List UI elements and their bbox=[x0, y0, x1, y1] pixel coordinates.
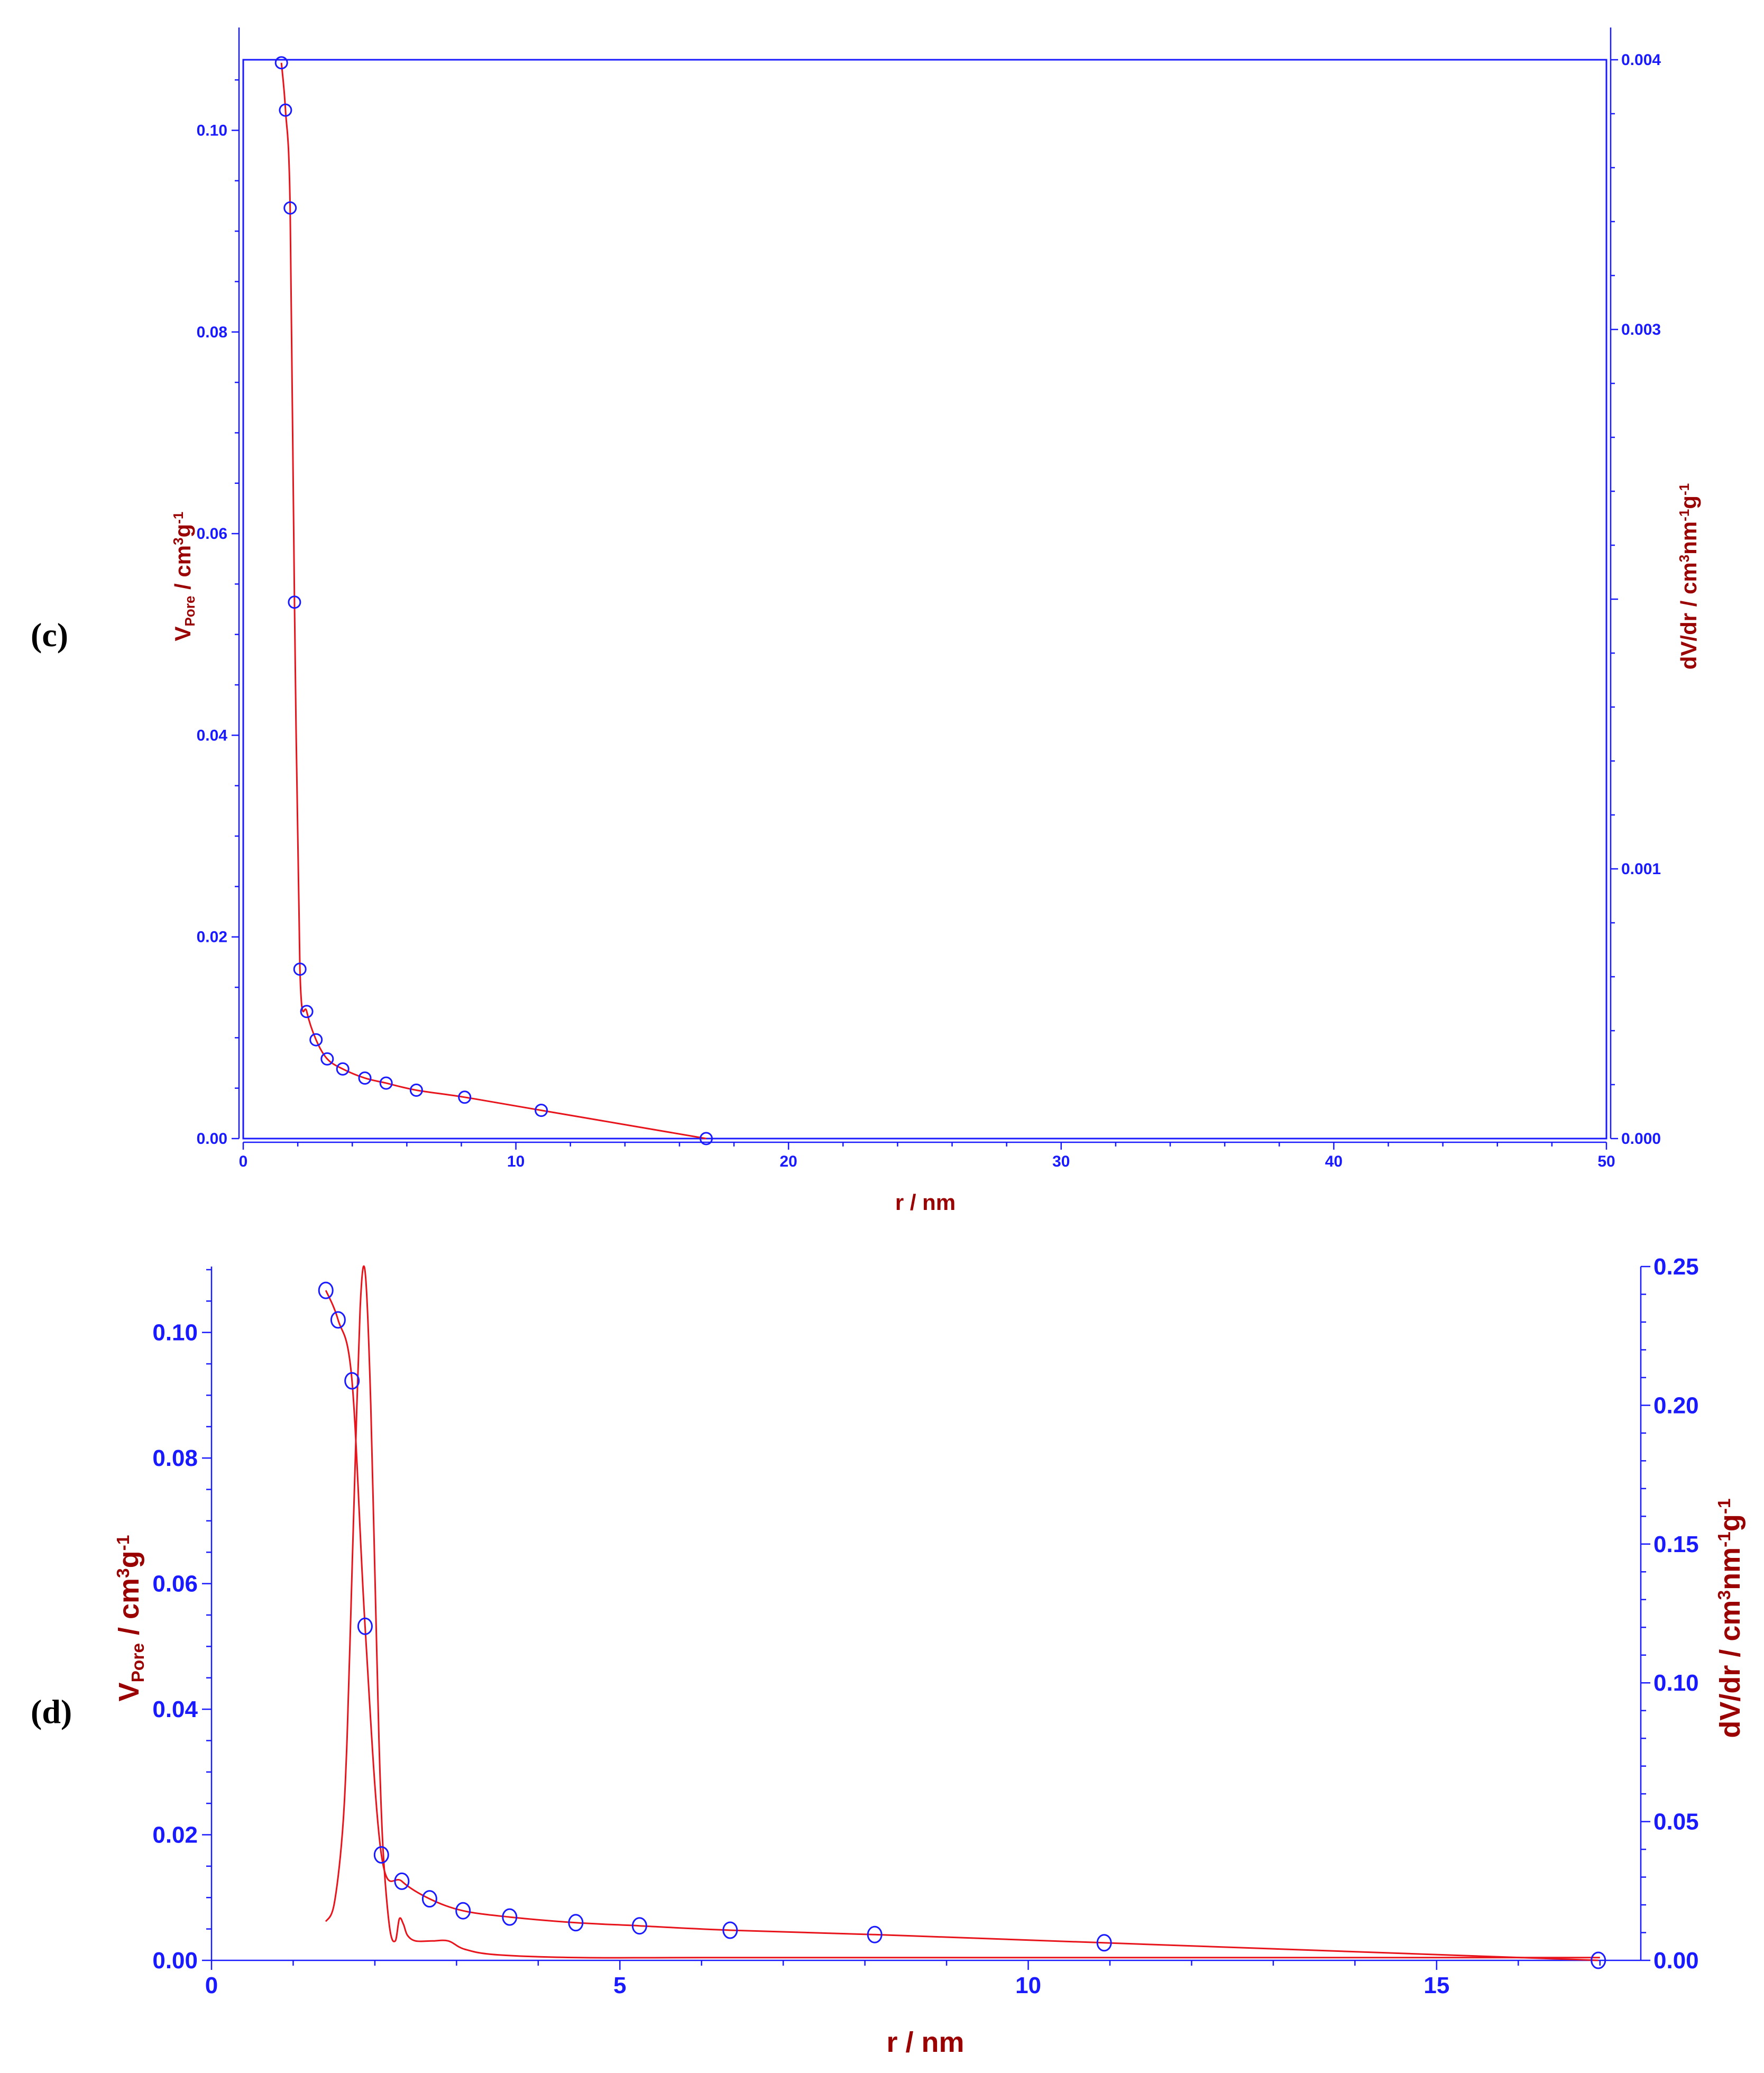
right-y-tick-label: 0.25 bbox=[1653, 1254, 1699, 1280]
cumulative-volume-markers-d bbox=[318, 1281, 1606, 1969]
left-y-tick-label: 0.00 bbox=[197, 1130, 227, 1148]
right-axis-title-d: dV/dr / cm3nm-1g-1 bbox=[1714, 1498, 1746, 1738]
x-tick-label: 30 bbox=[1052, 1153, 1070, 1170]
panel-label-c: (c) bbox=[31, 616, 68, 654]
panel-label-d: (d) bbox=[31, 1693, 72, 1730]
right-y-tick-label: 0.00 bbox=[1653, 1948, 1699, 1974]
left-y-ticks-d: 0.00 0.02 0.04 0.06 0.08 0.10 bbox=[152, 1269, 212, 1974]
chart-panel-d: (d) 0 5 10 15 0.00 0.02 0.04 0.06 0.08 0.10 0.00… bbox=[31, 1254, 1746, 2058]
data-point-marker bbox=[867, 1925, 883, 1943]
x-tick-label: 10 bbox=[507, 1153, 525, 1170]
x-tick-label: 10 bbox=[1015, 1973, 1041, 1998]
right-y-tick-label: 0.20 bbox=[1653, 1392, 1699, 1418]
right-y-tick-label: 0.004 bbox=[1621, 51, 1661, 69]
data-point-marker bbox=[344, 1372, 360, 1390]
data-point-marker bbox=[631, 1917, 647, 1935]
data-point-marker bbox=[330, 1311, 346, 1329]
data-point-marker bbox=[394, 1872, 410, 1890]
left-y-tick-label: 0.08 bbox=[197, 324, 227, 341]
x-tick-label: 5 bbox=[613, 1973, 626, 1998]
right-y-ticks-c: 0.000 0.001 0.003 0.004 bbox=[1611, 51, 1661, 1148]
data-point-marker bbox=[568, 1914, 584, 1932]
data-point-marker bbox=[458, 1090, 472, 1104]
right-y-tick-label: 0.003 bbox=[1621, 321, 1661, 338]
x-tick-label: 50 bbox=[1597, 1153, 1615, 1170]
data-point-marker bbox=[1096, 1934, 1112, 1952]
data-point-marker bbox=[409, 1084, 423, 1097]
data-point-marker bbox=[283, 201, 297, 215]
right-y-tick-label: 0.000 bbox=[1621, 1130, 1661, 1148]
data-point-marker bbox=[1591, 1951, 1606, 1969]
x-tick-label: 0 bbox=[239, 1153, 248, 1170]
cumulative-volume-markers-c bbox=[274, 56, 713, 1145]
x-tick-label: 20 bbox=[780, 1153, 797, 1170]
right-y-tick-label: 0.10 bbox=[1653, 1670, 1699, 1696]
left-y-tick-label: 0.04 bbox=[152, 1696, 198, 1722]
data-point-marker bbox=[373, 1846, 389, 1864]
x-tick-label: 40 bbox=[1325, 1153, 1343, 1170]
data-point-marker bbox=[279, 103, 292, 117]
left-y-ticks-c: 0.00 0.02 0.04 0.06 0.08 0.10 bbox=[197, 79, 239, 1148]
left-y-tick-label: 0.10 bbox=[197, 122, 227, 139]
x-tick-label: 15 bbox=[1423, 1973, 1449, 1998]
data-point-marker bbox=[535, 1104, 548, 1117]
cumulative-volume-curve-d bbox=[325, 1290, 1598, 1961]
data-point-marker bbox=[300, 1005, 314, 1019]
right-y-tick-label: 0.05 bbox=[1653, 1809, 1699, 1835]
data-point-marker bbox=[502, 1908, 518, 1926]
right-axis-title-c: dV/dr / cm3nm-1g-1 bbox=[1676, 483, 1701, 670]
data-point-marker bbox=[421, 1890, 437, 1908]
data-point-marker bbox=[309, 1033, 323, 1047]
data-point-marker bbox=[293, 962, 307, 976]
x-ticks-d: 0 5 10 15 bbox=[205, 1960, 1601, 1998]
x-ticks-c: 0 10 20 30 40 50 bbox=[239, 1142, 1615, 1170]
data-point-marker bbox=[336, 1062, 350, 1076]
x-axis-title-d: r / nm bbox=[886, 2026, 964, 2058]
data-point-marker bbox=[379, 1076, 393, 1090]
right-y-tick-label: 0.15 bbox=[1653, 1531, 1699, 1557]
left-y-tick-label: 0.04 bbox=[197, 727, 228, 744]
left-y-tick-label: 0.08 bbox=[152, 1445, 198, 1471]
left-axis-title-c: VPore / cm3g-1 bbox=[170, 512, 198, 641]
data-point-marker bbox=[700, 1132, 713, 1145]
left-axis-title-d: VPore / cm3g-1 bbox=[113, 1535, 148, 1702]
x-axis-title-c: r / nm bbox=[895, 1190, 956, 1215]
data-point-marker bbox=[722, 1921, 738, 1939]
left-y-tick-label: 0.06 bbox=[197, 525, 227, 543]
data-point-marker bbox=[288, 595, 301, 609]
left-y-tick-label: 0.02 bbox=[197, 929, 227, 946]
x-tick-label: 0 bbox=[205, 1973, 218, 1998]
chart-panel-c: (c) 0 10 20 30 40 50 0.00 0.02 0.04 0.06 0.08 0.10… bbox=[31, 27, 1701, 1215]
left-y-tick-label: 0.00 bbox=[152, 1948, 198, 1974]
data-point-marker bbox=[455, 1902, 471, 1920]
pore-size-distribution-curve-d bbox=[325, 1265, 1600, 1959]
plot-frame-c bbox=[242, 59, 1607, 1140]
cumulative-volume-curve-c bbox=[280, 62, 706, 1140]
data-point-marker bbox=[274, 56, 288, 70]
right-y-ticks-d: 0.00 0.05 0.10 0.15 0.20 0.25 bbox=[1641, 1254, 1699, 1974]
data-point-marker bbox=[358, 1071, 372, 1085]
left-y-tick-label: 0.02 bbox=[152, 1822, 198, 1848]
left-y-tick-label: 0.06 bbox=[152, 1571, 198, 1597]
data-point-marker bbox=[357, 1617, 373, 1635]
left-y-tick-label: 0.10 bbox=[152, 1320, 198, 1346]
data-point-marker bbox=[318, 1281, 334, 1299]
data-point-marker bbox=[320, 1052, 334, 1066]
right-y-tick-label: 0.001 bbox=[1621, 860, 1661, 878]
